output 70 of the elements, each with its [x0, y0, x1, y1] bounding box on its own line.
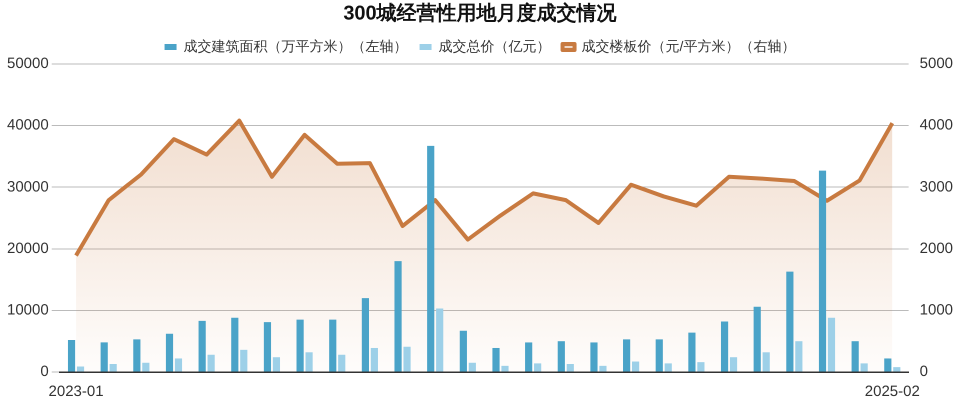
bar [828, 318, 836, 372]
bar [100, 342, 108, 372]
y2-tick-label: 1000 [920, 302, 954, 319]
bar [240, 350, 248, 372]
bar [174, 358, 182, 372]
bar [338, 354, 346, 372]
x-tick-label: 2023-01 [48, 383, 104, 400]
bar [76, 366, 84, 372]
legend-label: 成交楼板价（元/平方米）（右轴） [582, 38, 796, 54]
bar [436, 308, 444, 372]
legend-label: 成交总价（亿元） [438, 38, 551, 54]
bar [566, 364, 574, 372]
bar [110, 364, 117, 372]
bar [720, 321, 728, 372]
y-tick-label: 40000 [6, 116, 49, 134]
bar [492, 348, 500, 372]
y-tick-label: 0 [40, 363, 49, 380]
bar [264, 322, 272, 372]
y2-tick-label: 4000 [920, 116, 954, 134]
bar [818, 170, 826, 372]
y2-tick-label: 3000 [920, 178, 954, 196]
bar [133, 339, 140, 372]
bar [468, 362, 476, 372]
bar [272, 357, 280, 372]
bar [893, 367, 900, 372]
bar [296, 320, 304, 372]
legend-label: 成交建筑面积（万平方米）（左轴） [184, 38, 408, 54]
bar [394, 261, 402, 372]
y-tick-label: 10000 [6, 302, 49, 319]
bar [370, 348, 378, 372]
bar [68, 340, 76, 372]
bar [198, 320, 206, 372]
y2-tick-label: 5000 [920, 55, 954, 72]
bar [362, 298, 369, 372]
bar [754, 306, 761, 372]
x-tick-label: 2025-02 [864, 383, 920, 400]
bar [534, 363, 542, 372]
bar [460, 330, 467, 372]
bar [501, 366, 509, 372]
bar [403, 346, 411, 372]
bar [329, 320, 336, 372]
bar [208, 354, 215, 372]
bar [166, 334, 174, 372]
bar [142, 362, 150, 372]
bar [590, 342, 598, 372]
y2-tick-label: 2000 [920, 240, 954, 257]
bar [231, 318, 238, 372]
bar [632, 362, 640, 372]
bar [427, 146, 434, 372]
bar [697, 362, 704, 372]
bar [525, 342, 532, 372]
bar [623, 339, 630, 372]
y-tick-label: 20000 [6, 240, 49, 257]
bar [852, 341, 859, 372]
bar [762, 352, 770, 372]
bar [884, 358, 892, 372]
y-tick-label: 50000 [6, 55, 49, 72]
bar [558, 341, 565, 372]
bar [730, 357, 738, 372]
bar [786, 272, 794, 372]
bar [860, 363, 868, 372]
bar [305, 352, 313, 372]
bar [664, 363, 672, 372]
y-tick-label: 30000 [6, 178, 49, 196]
bar [599, 366, 607, 372]
bar [656, 339, 663, 372]
y2-tick-label: 0 [920, 363, 928, 380]
chart-title: 300城经营性用地月度成交情况 [343, 2, 618, 25]
bar [688, 332, 696, 372]
bar [795, 341, 802, 372]
